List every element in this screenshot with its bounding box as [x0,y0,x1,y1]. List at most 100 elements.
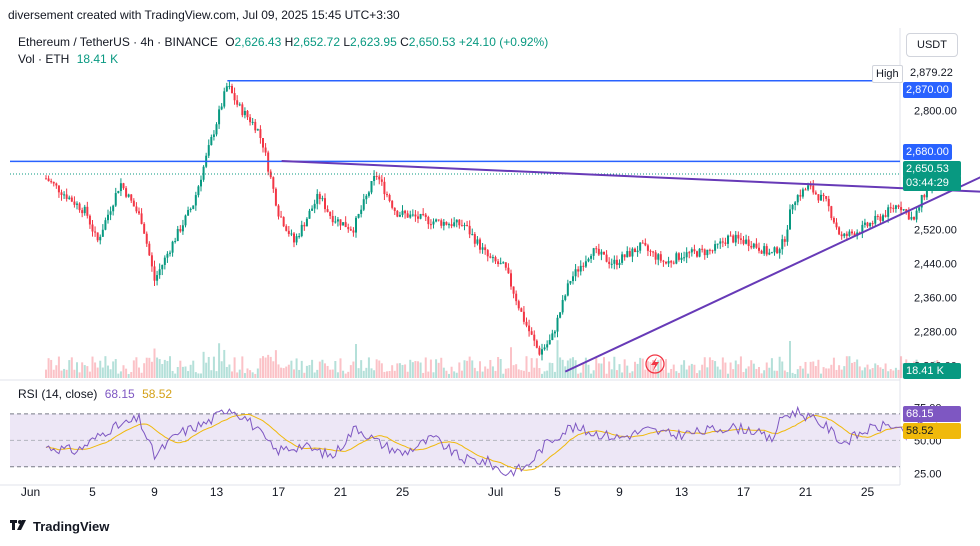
candle-body [672,262,675,264]
volume-bar [703,357,706,378]
volume-bar [355,344,357,378]
tradingview-branding[interactable]: TradingView [10,519,109,534]
volume-bar [608,361,611,378]
last-price-label: 2,650.53 [903,161,961,177]
candle-body [218,109,221,125]
volume-bar [238,369,241,378]
candle-body [396,210,399,217]
volume-bar [458,362,461,378]
candle-body [577,269,580,272]
candle-body [863,222,866,225]
candle-body [202,166,205,180]
candle-body [646,245,649,251]
candle-body [665,261,667,264]
volume-bar [424,357,427,378]
candle-body [685,252,688,258]
candle-body [228,85,231,87]
candle-body [215,124,218,135]
candle-body [243,110,246,116]
volume-bar [742,372,745,378]
volume-bar [807,373,810,378]
volume-bar [81,362,84,378]
volume-bar [763,370,766,378]
candle-body [99,236,102,241]
volume-bar [241,356,244,378]
price-tick-label: 2,280.00 [914,326,957,338]
candle-body [254,121,257,131]
volume-bar [724,362,727,378]
currency-button[interactable]: USDT [906,33,958,57]
lightning-icon [651,357,659,371]
candle-body [683,257,686,259]
candle-body [122,183,125,189]
volume-bar [838,365,841,378]
volume-bar [876,365,879,378]
candle-body [437,219,440,221]
volume-bar [231,371,233,378]
symbol-name[interactable]: Ethereum / TetherUS · 4h · BINANCE [18,35,218,49]
volume-bar [592,370,595,378]
candle-body [81,210,84,214]
candle-body [334,221,337,223]
volume-bar [843,366,846,378]
candle-body [721,241,724,243]
volume-bar [91,356,94,378]
volume-bar [342,370,345,378]
volume-label[interactable]: Vol · ETH [18,52,70,66]
candle-body [295,236,298,243]
volume-bar [796,369,799,378]
volume-bar [450,366,453,378]
candle-body [259,129,262,138]
rsi-label[interactable]: RSI (14, close) [18,387,98,401]
time-tick-label: Jun [21,485,40,499]
volume-bar [104,356,107,378]
volume-bar [233,357,236,378]
volume-bar [657,360,660,378]
candle-body [63,194,66,196]
candle-body [569,281,572,284]
candle-body [60,192,63,196]
candle-body [639,242,642,251]
candle-body [241,104,244,116]
volume-bar [621,372,624,378]
candle-body [582,265,585,267]
candle-body [546,344,549,348]
volume-bar [396,363,399,378]
volume-bar [94,362,97,378]
volume-legend: Vol · ETH 18.41 K [18,52,118,66]
candle-body [460,225,463,227]
candle-body [269,171,272,178]
candle-body [572,276,574,282]
volume-bar [223,349,226,378]
rsi-line [45,405,938,477]
rsi-ma-line [45,413,938,471]
candle-body [184,215,187,226]
tradingview-brand: TradingView [33,519,110,534]
volume-bar [277,364,280,378]
candle-body [468,225,471,235]
volume-bar [641,358,644,378]
volume-bar [393,370,396,378]
time-tick-label: 5 [554,485,561,499]
volume-bar [318,361,321,378]
volume-bar [344,373,347,378]
candle-body [716,243,719,245]
volume-bar [871,368,874,378]
candle-body [344,222,347,228]
volume-bar [597,363,600,378]
candle-body [212,134,215,138]
candle-body [675,253,678,264]
candle-body [331,215,334,223]
volume-bar [566,360,569,378]
volume-bar [869,369,872,378]
volume-bar [590,373,593,378]
candle-body [463,225,466,227]
candle-body [398,214,401,217]
candle-body [318,193,321,200]
candle-body [768,252,771,255]
candle-body [481,247,484,250]
volume-bar [517,369,520,378]
volume-bar [60,370,63,378]
candle-body [507,267,510,274]
